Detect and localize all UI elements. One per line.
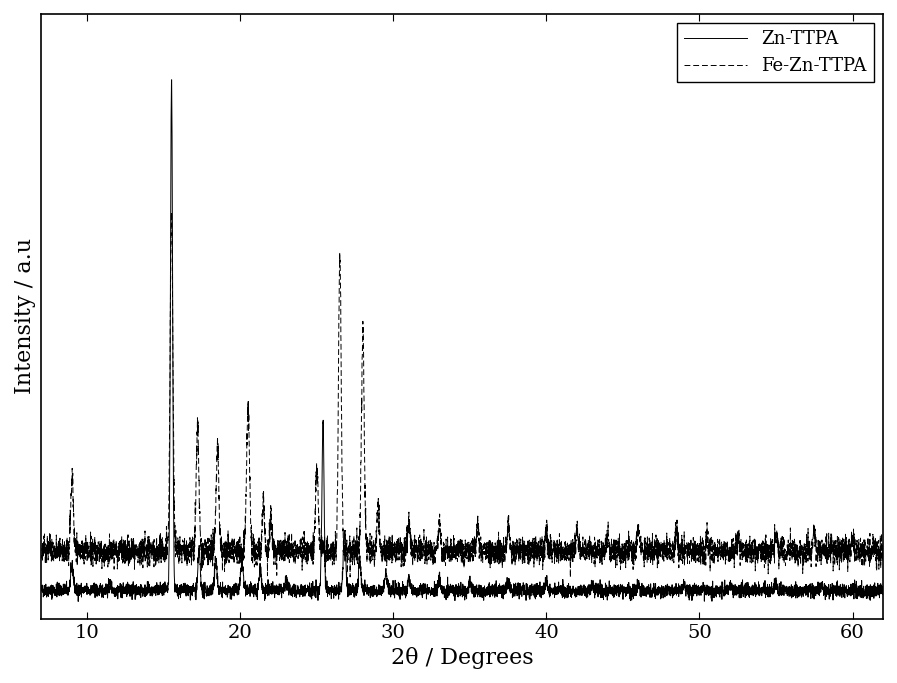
Fe-Zn-TTPA <box>565 573 576 581</box>
Zn-TTPA <box>871 583 882 591</box>
Y-axis label: Intensity / a.u: Intensity / a.u <box>13 238 36 394</box>
Fe-Zn-TTPA <box>414 546 424 554</box>
Zn-TTPA <box>236 562 247 570</box>
Fe-Zn-TTPA <box>871 567 882 575</box>
Fe-Zn-TTPA <box>353 545 364 553</box>
Fe-Zn-TTPA <box>240 490 251 498</box>
Fe-Zn-TTPA <box>231 546 242 555</box>
X-axis label: 2θ / Degrees: 2θ / Degrees <box>391 647 534 669</box>
Fe-Zn-TTPA <box>236 549 247 557</box>
Line: Zn-TTPA: Zn-TTPA <box>41 80 884 602</box>
Zn-TTPA <box>166 76 177 84</box>
Fe-Zn-TTPA <box>166 210 177 218</box>
Fe-Zn-TTPA <box>878 553 889 561</box>
Zn-TTPA <box>73 598 83 606</box>
Zn-TTPA <box>353 564 364 572</box>
Legend: Zn-TTPA, Fe-Zn-TTPA: Zn-TTPA, Fe-Zn-TTPA <box>676 23 874 83</box>
Zn-TTPA <box>878 590 889 598</box>
Zn-TTPA <box>240 582 251 590</box>
Zn-TTPA <box>414 590 424 598</box>
Zn-TTPA <box>36 585 47 593</box>
Line: Fe-Zn-TTPA: Fe-Zn-TTPA <box>41 214 884 577</box>
Fe-Zn-TTPA <box>36 555 47 563</box>
Zn-TTPA <box>231 586 242 594</box>
